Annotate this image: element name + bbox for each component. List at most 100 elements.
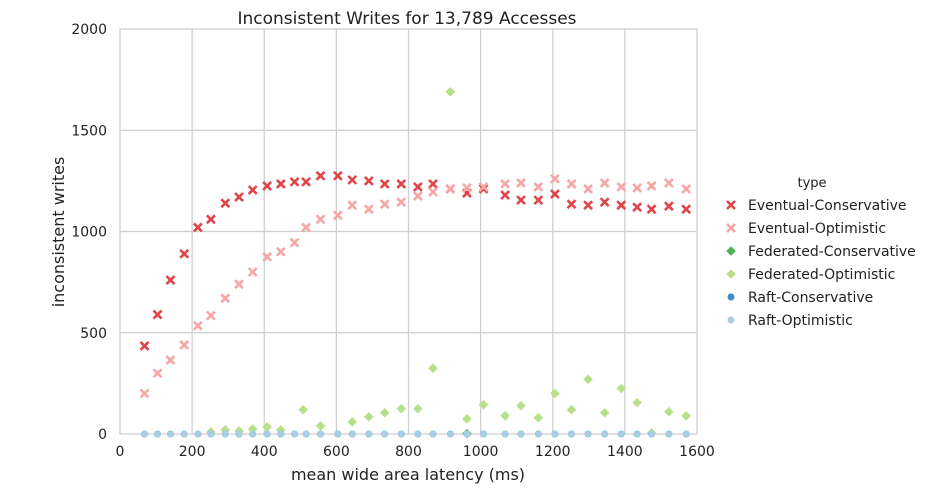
x-tick-label: 400	[251, 444, 278, 460]
legend-label: Eventual-Optimistic	[748, 221, 886, 237]
point-eventual-optimistic	[599, 177, 610, 188]
legend-title: type	[797, 176, 826, 191]
point-eventual-optimistic	[566, 178, 577, 189]
point-raft-optimistic	[551, 430, 559, 438]
tick-labels: 0 200 400 600 800 1000 1200 1400 1600 0 500 1000 150…	[71, 22, 714, 460]
point-eventual-optimistic	[347, 200, 358, 211]
point-eventual-conservative	[632, 202, 643, 213]
point-eventual-conservative	[220, 198, 231, 209]
point-raft-optimistic	[317, 430, 325, 438]
x-tick-label: 1000	[463, 444, 499, 460]
point-eventual-optimistic	[234, 279, 244, 290]
point-eventual-optimistic	[478, 182, 489, 192]
legend-marker-federated-conservative	[726, 246, 736, 256]
point-eventual-conservative	[500, 190, 511, 200]
point-eventual-conservative	[192, 222, 203, 233]
point-raft-optimistic	[207, 430, 215, 438]
point-eventual-conservative	[262, 181, 273, 191]
point-raft-optimistic	[480, 430, 488, 438]
point-raft-optimistic	[534, 430, 542, 438]
point-federated-optimistic	[550, 388, 560, 399]
point-raft-optimistic	[463, 430, 471, 438]
y-tick-label: 1500	[71, 123, 107, 139]
legend-label: Federated-Conservative	[748, 244, 916, 260]
legend-item-federated-optimistic: Federated-Optimistic	[726, 267, 895, 283]
point-raft-optimistic	[633, 430, 641, 438]
legend-item-raft-conservative: Raft-Conservative	[727, 290, 873, 306]
point-federated-optimistic	[583, 374, 593, 385]
point-federated-optimistic	[445, 86, 456, 97]
point-eventual-conservative	[663, 201, 674, 212]
point-eventual-conservative	[583, 200, 594, 211]
point-eventual-optimistic	[165, 355, 176, 366]
point-raft-optimistic	[194, 430, 202, 438]
point-eventual-optimistic	[428, 187, 438, 197]
legend-item-eventual-conservative: Eventual-Conservative	[726, 198, 907, 214]
legend-item-eventual-optimistic: Eventual-Optimistic	[726, 221, 886, 237]
point-eventual-conservative	[234, 192, 244, 202]
point-eventual-conservative	[139, 340, 150, 351]
point-raft-optimistic	[584, 430, 592, 438]
point-eventual-optimistic	[632, 183, 643, 193]
point-eventual-optimistic	[663, 177, 674, 188]
point-raft-optimistic	[501, 430, 509, 438]
point-eventual-conservative	[396, 178, 407, 189]
point-eventual-conservative	[566, 199, 577, 210]
y-axis-label: inconsistent writes	[49, 157, 68, 308]
point-federated-optimistic	[413, 403, 423, 414]
legend: type Eventual-Conservative Eventual-Optim…	[726, 176, 916, 329]
point-eventual-conservative	[549, 189, 560, 199]
point-eventual-conservative	[275, 178, 286, 189]
grid-lines	[119, 28, 698, 435]
legend-items: Eventual-Conservative Eventual-Optimistic…	[726, 198, 916, 329]
point-raft-optimistic	[180, 430, 188, 438]
point-eventual-optimistic	[379, 199, 390, 210]
point-federated-optimistic	[364, 411, 374, 422]
point-eventual-conservative	[247, 185, 258, 195]
point-raft-optimistic	[414, 430, 422, 438]
point-eventual-conservative	[412, 182, 423, 192]
series-raft-optimistic	[141, 430, 690, 438]
point-eventual-optimistic	[247, 267, 258, 277]
point-federated-optimistic	[396, 403, 407, 414]
point-eventual-conservative	[478, 184, 489, 194]
point-raft-optimistic	[141, 430, 149, 438]
point-federated-optimistic	[462, 414, 472, 424]
point-federated-optimistic	[632, 397, 642, 408]
point-raft-optimistic	[397, 430, 405, 438]
point-eventual-optimistic	[139, 388, 150, 399]
point-eventual-optimistic	[289, 237, 300, 248]
point-eventual-conservative	[301, 176, 312, 187]
point-eventual-conservative	[599, 197, 610, 208]
point-federated-optimistic	[428, 363, 438, 373]
point-eventual-optimistic	[616, 182, 627, 192]
point-eventual-optimistic	[681, 184, 692, 194]
point-raft-optimistic	[221, 430, 229, 438]
point-eventual-optimistic	[262, 251, 273, 262]
point-eventual-conservative	[347, 174, 358, 185]
x-tick-label: 1400	[607, 444, 643, 460]
point-raft-optimistic	[429, 430, 437, 438]
x-axis-label: mean wide area latency (ms)	[291, 465, 525, 484]
point-raft-optimistic	[277, 430, 285, 438]
point-eventual-conservative	[152, 309, 163, 320]
point-eventual-optimistic	[583, 184, 594, 194]
legend-label: Raft-Optimistic	[748, 313, 853, 329]
point-raft-optimistic	[235, 430, 243, 438]
point-raft-optimistic	[365, 430, 373, 438]
x-tick-label: 0	[116, 444, 125, 460]
x-tick-label: 1600	[679, 444, 715, 460]
series-federated-optimistic	[206, 86, 691, 438]
point-eventual-optimistic	[205, 310, 216, 321]
point-raft-optimistic	[381, 430, 389, 438]
point-eventual-conservative	[289, 176, 300, 187]
legend-label: Eventual-Conservative	[748, 198, 907, 214]
point-federated-optimistic	[262, 422, 272, 432]
y-tick-label: 500	[80, 326, 107, 342]
x-tick-label: 1200	[535, 444, 571, 460]
point-eventual-conservative	[646, 204, 657, 215]
point-raft-optimistic	[682, 430, 690, 438]
point-raft-optimistic	[291, 430, 299, 438]
legend-marker-raft-optimistic	[727, 316, 735, 324]
